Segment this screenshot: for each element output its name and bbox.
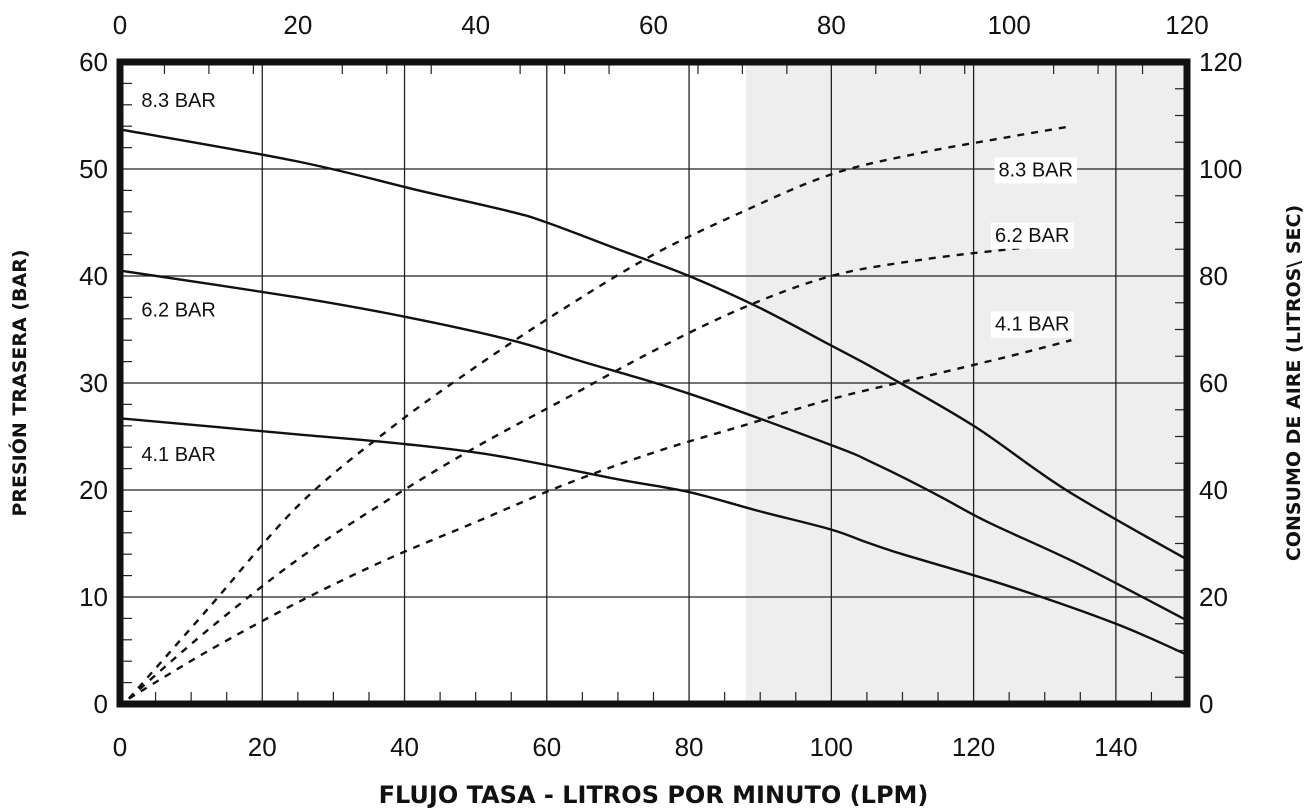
curve-label: 4.1 BAR [995, 314, 1069, 336]
curve-label-background [137, 297, 220, 324]
x-tick-label: 20 [248, 732, 277, 762]
curve-label-group: 4.1 BAR [990, 311, 1074, 338]
back-pressure-line-8-3-bar [119, 128, 1188, 561]
y-tick-label: 30 [79, 368, 108, 398]
y2-tick-labels: 0 20 40 60 80 100 120 [1199, 47, 1242, 719]
series-layer [119, 125, 1188, 700]
curve-label-group: 8.3 BAR [137, 87, 220, 114]
air-consumption-line-4-1-bar [128, 339, 1072, 700]
y2-axis-title: CONSUMO DE AIRE (LITROS\ SEC) [1283, 205, 1305, 561]
curve-label-group: 4.1 BAR [137, 442, 220, 469]
x-tick-label: 0 [113, 732, 127, 762]
x2-tick-label: 100 [987, 10, 1030, 40]
x-axis-title: FLUJO TASA - LITROS POR MINUTO (LPM) [379, 781, 929, 809]
curve-label-background [994, 157, 1077, 184]
curve-label: 8.3 BAR [141, 90, 215, 112]
x2-tick-label: 20 [283, 10, 312, 40]
curve-label-background [137, 442, 220, 469]
y-tick-label: 40 [79, 261, 108, 291]
curve-label-background [990, 311, 1074, 338]
y-tick-label: 20 [79, 475, 108, 505]
x2-tick-label: 80 [817, 10, 846, 40]
y-tick-labels: 0 10 20 30 40 50 60 [79, 47, 108, 719]
curve-label-background [137, 87, 220, 114]
x-tick-labels: 0 20 40 60 80 100 120 140 [113, 732, 1138, 762]
y-tick-label: 0 [94, 689, 108, 719]
y2-tick-label: 120 [1199, 47, 1242, 77]
y-tick-label: 10 [79, 582, 108, 612]
back-pressure-line-4-1-bar [119, 417, 1188, 656]
x-tick-label: 100 [810, 732, 853, 762]
x2-tick-label: 40 [461, 10, 490, 40]
y2-tick-label: 100 [1199, 154, 1242, 184]
x-tick-label: 60 [532, 732, 561, 762]
x-tick-label: 40 [390, 732, 419, 762]
y-tick-label: 60 [79, 47, 108, 77]
curve-label: 4.1 BAR [141, 444, 215, 466]
y2-tick-label: 80 [1199, 261, 1228, 291]
y-tick-label: 50 [79, 154, 108, 184]
curve-label: 6.2 BAR [141, 300, 215, 322]
x-tick-label: 140 [1094, 732, 1137, 762]
y2-tick-label: 40 [1199, 475, 1228, 505]
curve-label: 8.3 BAR [998, 159, 1072, 181]
y2-tick-label: 20 [1199, 582, 1228, 612]
x2-tick-labels: 0 20 40 60 80 100 120 [113, 10, 1209, 40]
x-tick-label: 80 [675, 732, 704, 762]
curve-label: 6.2 BAR [995, 225, 1069, 247]
air-consumption-line-6-2-bar [128, 242, 1072, 700]
curve-labels: 8.3 BAR 6.2 BAR 4.1 BAR 8.3 BAR 6.2 BAR 4.1 B… [137, 87, 1077, 469]
y-axis-title: PRESIÓN TRASERA (BAR) [7, 249, 31, 516]
plot-frame [116, 58, 1191, 708]
x-tick-label: 120 [952, 732, 995, 762]
x2-tick-label: 120 [1165, 10, 1208, 40]
curve-label-background [990, 222, 1074, 249]
curve-label-group: 6.2 BAR [990, 222, 1074, 249]
x2-tick-label: 60 [639, 10, 668, 40]
curve-label-group: 8.3 BAR [994, 157, 1077, 184]
curve-label-group: 6.2 BAR [137, 297, 220, 324]
y2-tick-label: 0 [1199, 689, 1213, 719]
y2-tick-label: 60 [1199, 368, 1228, 398]
back-pressure-line-6-2-bar [119, 269, 1188, 622]
x2-tick-label: 0 [113, 10, 127, 40]
air-consumption-line-8-3-bar [127, 125, 1072, 700]
